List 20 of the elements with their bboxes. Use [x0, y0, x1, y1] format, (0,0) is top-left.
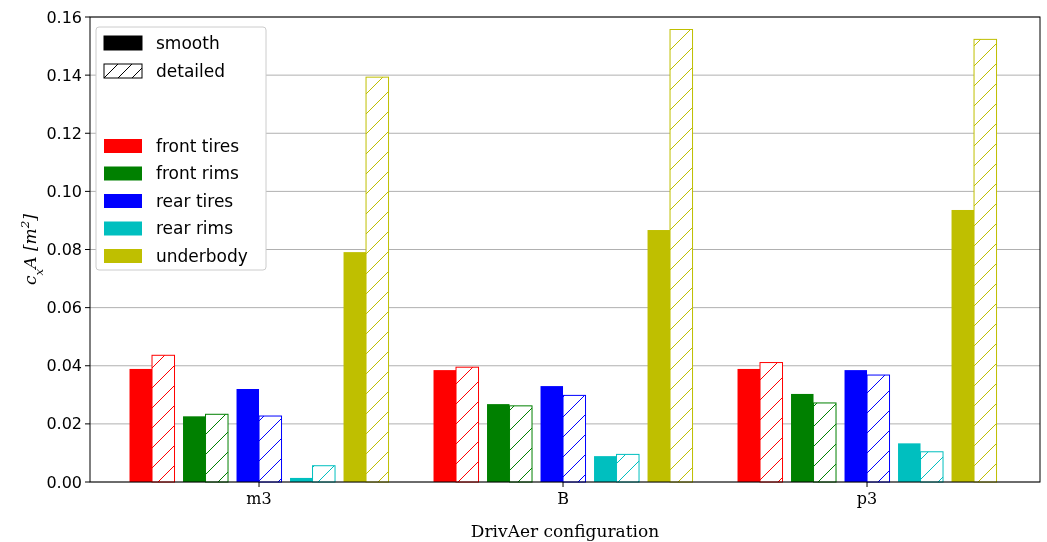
legend-label: rear rims [156, 218, 234, 239]
x-axis-title: DrivAer configuration [470, 521, 660, 541]
y-tick-label: 0.12 [46, 123, 82, 143]
y-tick-label: 0.16 [46, 7, 82, 27]
y-tick-label: 0.06 [46, 298, 82, 318]
y-tick-label: 0.02 [46, 414, 82, 434]
y-tick-label: 0.10 [46, 181, 82, 201]
y-tick-label: 0.00 [46, 472, 82, 492]
x-tick-label: B [557, 489, 569, 508]
legend-label: rear tires [156, 190, 234, 211]
x-tick-label: p3 [856, 489, 878, 508]
annotation: detailed [156, 60, 226, 81]
annotation: smooth [156, 32, 220, 53]
y-tick-label: 0.14 [46, 65, 82, 85]
legend-label: underbody [156, 245, 248, 266]
y-tick-label: 0.04 [46, 356, 82, 376]
legend-label: front tires [156, 135, 240, 156]
legend-label: front rims [156, 163, 240, 184]
y-tick-label: 0.08 [46, 240, 82, 260]
x-tick-label: m3 [246, 489, 272, 508]
